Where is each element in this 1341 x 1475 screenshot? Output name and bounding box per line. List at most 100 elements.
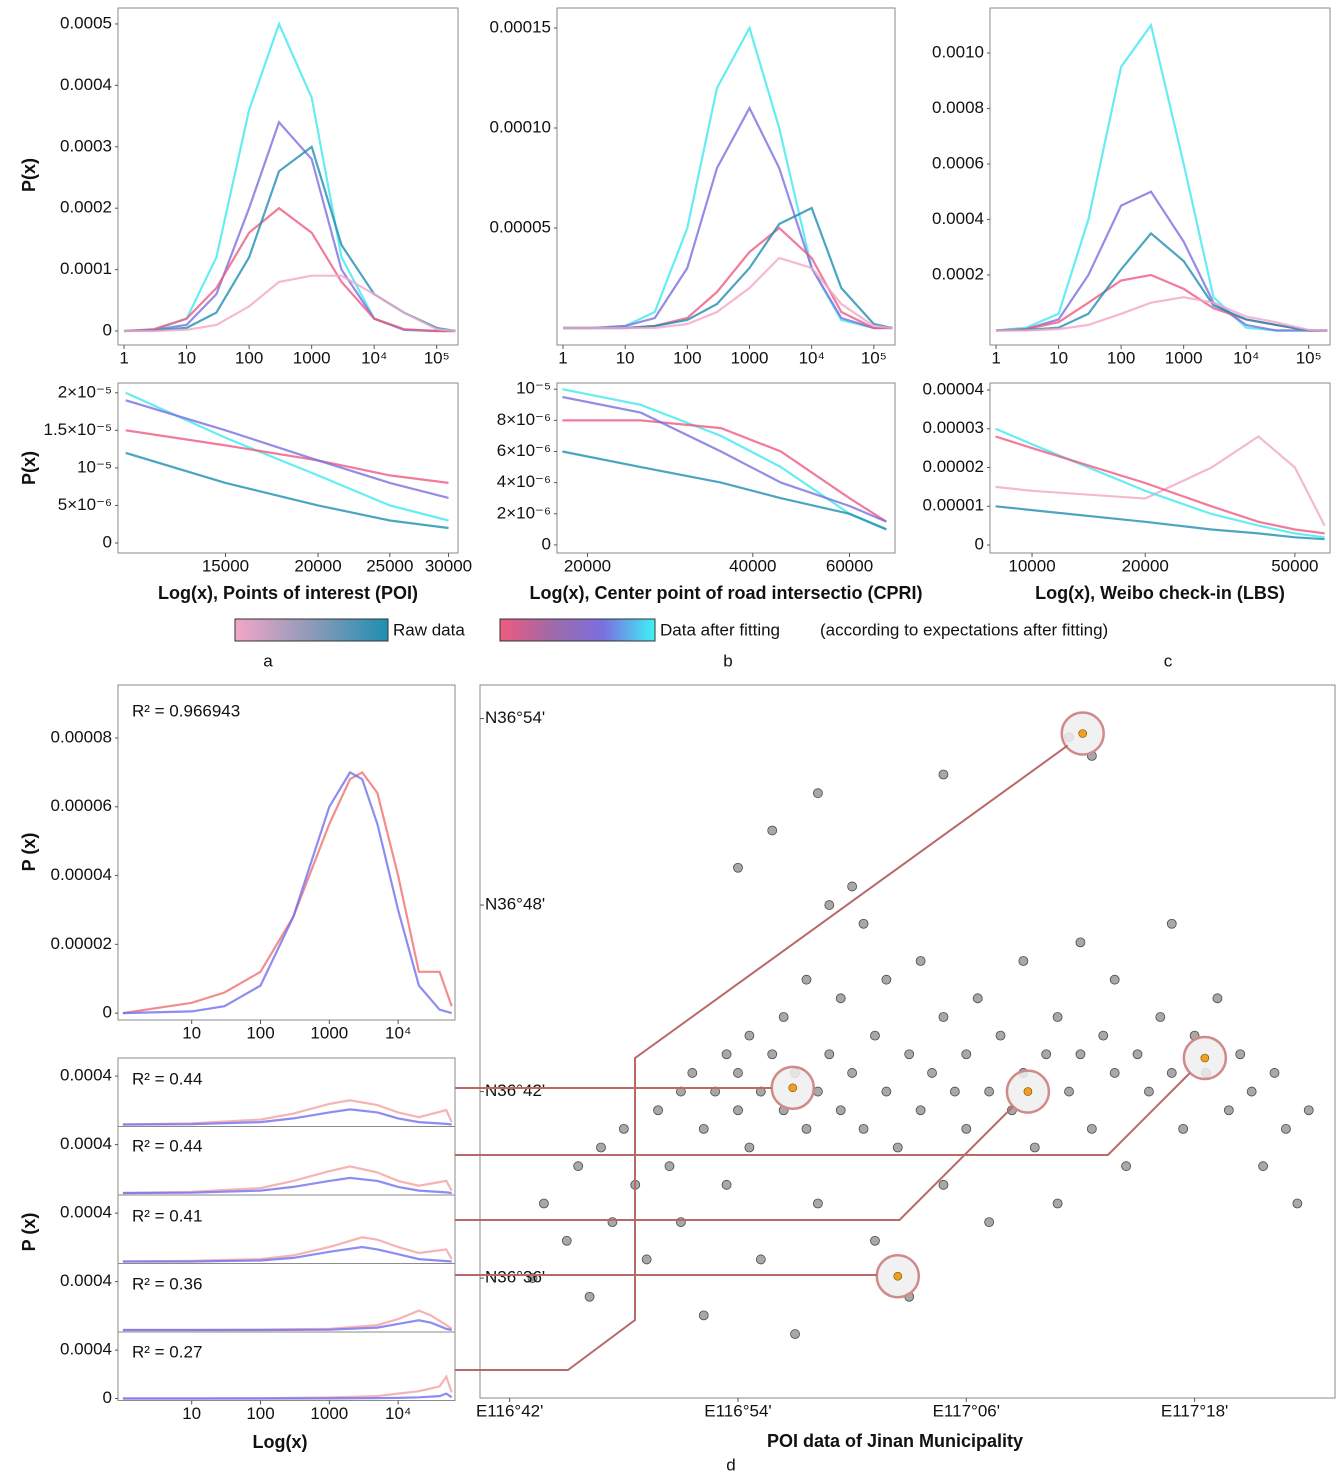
y-tick-label: 0.00005 — [490, 217, 551, 236]
density-curve — [125, 399, 449, 499]
poi-point — [733, 1068, 743, 1078]
poi-point — [1132, 1049, 1143, 1060]
highlight-point — [1023, 1087, 1033, 1096]
panel-letter: a — [263, 651, 273, 670]
y-tick-label: 0 — [975, 534, 984, 553]
y-tick-label: 2×10⁻⁵ — [58, 382, 112, 401]
poi-point — [1041, 1049, 1052, 1060]
marks — [995, 22, 1328, 332]
y-axis-label: P (x) — [19, 833, 39, 872]
highlight-point — [788, 1083, 798, 1093]
density-curve — [122, 1245, 452, 1263]
y-tick-label: 0 — [103, 320, 112, 339]
panel: 0.0004 R² = 0.44 — [60, 1057, 456, 1127]
x-tick-label: 100 — [246, 1023, 274, 1042]
annotation: R² = 0.44 — [132, 1136, 202, 1155]
poi-point — [835, 993, 846, 1004]
annotation: R² = 0.966943 — [132, 701, 240, 720]
poi-point — [1246, 1086, 1257, 1097]
y-axis-label: P (x) — [19, 1213, 39, 1252]
poi-point — [938, 769, 949, 780]
marks — [122, 1165, 453, 1195]
density-curve — [122, 1309, 453, 1332]
panel-letter: b — [723, 651, 732, 670]
marks — [122, 1374, 453, 1400]
x-tick-label: 10 — [1049, 348, 1068, 367]
poi-point — [1098, 1030, 1109, 1041]
density-curve — [124, 120, 456, 333]
poi-point — [1223, 1105, 1234, 1116]
x-axis-label: Log(x), Points of interest (POI) — [158, 583, 418, 603]
plot-frame — [479, 684, 1336, 1399]
density-curve — [996, 296, 1328, 332]
density-curve — [124, 21, 456, 333]
poi-point — [961, 1049, 972, 1060]
x-tick-label: 1 — [119, 348, 128, 367]
density-curve — [996, 190, 1328, 332]
x-tick-label: 15000 — [202, 556, 249, 575]
poi-point — [801, 974, 812, 985]
y-tick-label: 0.0010 — [932, 42, 984, 61]
y-tick-label: 5×10⁻⁶ — [58, 495, 112, 514]
density-curve — [563, 25, 893, 330]
y-tick-label: 0.0005 — [60, 13, 112, 32]
density-curve — [122, 770, 452, 1015]
x-tick-label: 100 — [673, 348, 701, 367]
plot-frame — [556, 382, 896, 554]
poi-point — [733, 1105, 743, 1116]
poi-point — [1018, 956, 1029, 966]
poi-point — [961, 1123, 972, 1134]
poi-point — [972, 993, 983, 1004]
poi-point — [938, 1179, 949, 1190]
plot-frame — [117, 1057, 456, 1127]
y-tick-label: N36°42' — [485, 1081, 545, 1100]
density-curve — [122, 1165, 453, 1195]
x-tick-label: E116°54' — [704, 1401, 771, 1420]
y-tick-label: 0.0004 — [60, 1271, 112, 1290]
poi-point — [892, 1142, 903, 1153]
panel: 0 0.0001 0.0002 0.0003 0.0004 0.0005 1 10 100 100… — [19, 7, 459, 367]
plot-frame — [117, 7, 459, 346]
highlight-point — [893, 1271, 903, 1281]
x-tick-label: 10⁴ — [361, 348, 387, 367]
poi-point — [584, 1291, 595, 1302]
legend-label: Data after fitting — [660, 620, 780, 639]
y-tick-label: N36°48' — [485, 895, 545, 914]
y-tick-label: 0.0004 — [60, 1203, 112, 1222]
density-curve — [563, 256, 893, 330]
x-tick-label: 25000 — [366, 556, 413, 575]
density-curve — [122, 1392, 453, 1400]
y-tick-label: 0.0008 — [932, 98, 984, 117]
poi-point — [1303, 1105, 1314, 1116]
x-tick-label: 30000 — [425, 556, 472, 575]
y-axis-label: P(x) — [19, 158, 39, 192]
y-tick-label: 0.00001 — [923, 496, 984, 515]
plot-frame — [117, 684, 456, 1021]
poi-point — [1086, 1123, 1097, 1134]
plot-frame — [117, 1194, 456, 1264]
density-curve — [996, 231, 1328, 332]
density-curve — [122, 770, 453, 1015]
y-tick-label: 0.0006 — [932, 153, 984, 172]
plot-frame — [117, 382, 459, 554]
poi-point — [1269, 1068, 1280, 1078]
poi-point — [1075, 1049, 1086, 1060]
poi-point — [1166, 918, 1177, 929]
poi-point — [915, 1105, 926, 1116]
poi-point — [1144, 1086, 1154, 1097]
connector — [455, 744, 1069, 1371]
y-tick-label: 2×10⁻⁶ — [497, 503, 551, 522]
density-curve — [563, 226, 893, 330]
y-tick-label: 0.00004 — [51, 865, 112, 884]
y-axis-label: P(x) — [19, 451, 39, 485]
x-tick-label: E117°18' — [1161, 1401, 1228, 1420]
density-curve — [125, 429, 449, 484]
x-tick-label: 10⁴ — [1233, 348, 1259, 367]
panel-letter: c — [1164, 651, 1173, 670]
poi-point — [596, 1142, 606, 1153]
y-tick-label: 8×10⁻⁶ — [497, 410, 551, 429]
x-tick-label: 10 — [616, 348, 635, 367]
y-tick-label: 0.00004 — [923, 379, 984, 398]
poi-point — [984, 1217, 995, 1228]
x-tick-label: 10⁴ — [799, 348, 825, 367]
